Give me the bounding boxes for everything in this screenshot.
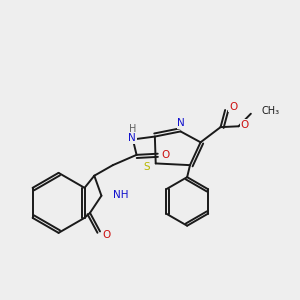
- Text: O: O: [162, 150, 170, 160]
- Text: O: O: [229, 102, 237, 112]
- Text: N: N: [177, 118, 185, 128]
- Text: O: O: [241, 120, 249, 130]
- Text: O: O: [102, 230, 110, 240]
- Text: CH₃: CH₃: [262, 106, 280, 116]
- Text: N: N: [128, 133, 136, 143]
- Text: NH: NH: [113, 190, 129, 200]
- Text: S: S: [144, 162, 151, 172]
- Text: H: H: [129, 124, 136, 134]
